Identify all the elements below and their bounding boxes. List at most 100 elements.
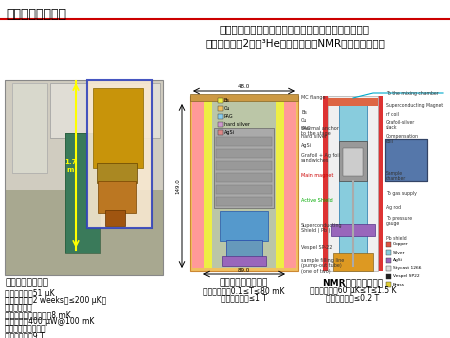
Text: 印加磁場：≤0.2 T: 印加磁場：≤0.2 T	[326, 293, 379, 302]
Bar	[192, 99, 204, 268]
Bar	[5, 190, 163, 275]
Text: Superconducting
Shield ( Pb ): Superconducting Shield ( Pb )	[301, 223, 342, 234]
Bar	[5, 80, 163, 190]
Bar	[98, 181, 136, 213]
Text: Compensation
coil: Compensation coil	[386, 134, 419, 144]
Bar	[216, 197, 272, 206]
Bar	[386, 258, 391, 263]
Bar	[97, 163, 137, 183]
Text: Superconducting Magnet: Superconducting Magnet	[386, 103, 443, 108]
Text: Ag rod: Ag rod	[386, 206, 401, 211]
Text: To the mixing chamber: To the mixing chamber	[386, 91, 439, 96]
Text: 149.0: 149.0	[175, 178, 180, 194]
Text: 希釈冷凍機部: 希釈冷凍機部	[5, 303, 33, 312]
Bar	[12, 83, 47, 173]
Text: AgSi: AgSi	[393, 259, 403, 263]
Bar	[216, 149, 272, 158]
Bar	[190, 96, 298, 271]
Text: sample filling line
(pump-out tube)
(one of two): sample filling line (pump-out tube) (one…	[301, 258, 344, 274]
Bar	[385, 139, 427, 181]
Text: PAG: PAG	[301, 126, 310, 131]
Bar	[386, 282, 391, 287]
Text: Active Shield: Active Shield	[301, 198, 333, 203]
Text: To gas supply: To gas supply	[386, 192, 417, 196]
Bar	[65, 133, 100, 253]
Text: rf coil: rf coil	[386, 113, 399, 118]
Text: Brass: Brass	[393, 283, 405, 287]
Bar	[328, 96, 378, 271]
Bar	[216, 173, 272, 182]
Text: 最大磁場：9 T: 最大磁場：9 T	[5, 331, 45, 338]
Text: Silver: Silver	[393, 250, 405, 255]
Text: 超伝導マグネット部: 超伝導マグネット部	[5, 324, 47, 333]
Bar	[385, 139, 427, 181]
Bar	[50, 83, 160, 138]
Text: 核断熱消磁冷凍機: 核断熱消磁冷凍機	[6, 8, 66, 21]
Text: NMR測定用試料セル: NMR測定用試料セル	[323, 278, 383, 287]
Text: Vespel SP22: Vespel SP22	[393, 274, 419, 279]
Text: Cu: Cu	[301, 119, 307, 123]
Bar	[105, 210, 125, 226]
Text: Sample
chamber: Sample chamber	[386, 171, 406, 182]
Bar	[323, 96, 328, 271]
Bar	[331, 224, 375, 236]
Bar	[386, 250, 391, 255]
Text: Copper: Copper	[393, 242, 409, 246]
Bar	[93, 88, 143, 168]
Text: AgSi: AgSi	[224, 130, 235, 135]
Text: 印加磁場：≤1 T: 印加磁場：≤1 T	[221, 293, 267, 302]
Text: 温度範囲：0.1≤T≤80 mK: 温度範囲：0.1≤T≤80 mK	[203, 286, 285, 295]
Text: AgSi: AgSi	[301, 143, 312, 147]
Bar	[218, 114, 223, 119]
Bar	[220, 211, 268, 241]
Bar	[343, 148, 363, 176]
Bar	[212, 99, 276, 268]
Text: MC flange: MC flange	[301, 96, 325, 100]
Text: To pressure
gauge: To pressure gauge	[386, 216, 412, 226]
Bar	[386, 274, 391, 279]
Text: Bs: Bs	[301, 111, 307, 116]
Text: 冷却力：400 μW@100 mK: 冷却力：400 μW@100 mK	[5, 317, 94, 326]
Text: thermal anchor
to the stage: thermal anchor to the stage	[301, 126, 339, 137]
Bar	[216, 185, 272, 194]
Bar	[50, 83, 160, 138]
Text: 無負荷時最低温度：8 mK: 無負荷時最低温度：8 mK	[5, 310, 71, 319]
Bar	[216, 137, 272, 146]
Bar	[284, 99, 296, 268]
Text: PAG: PAG	[224, 114, 234, 119]
Bar	[378, 96, 383, 271]
Bar	[218, 106, 223, 111]
Bar	[12, 83, 47, 173]
Text: Pb shield: Pb shield	[386, 236, 407, 241]
Text: 48.0: 48.0	[238, 84, 250, 89]
Bar	[386, 266, 391, 271]
Bar	[204, 99, 212, 268]
Bar	[65, 133, 100, 253]
Bar	[214, 128, 274, 208]
Text: 核断熱消磁冷凍機: 核断熱消磁冷凍機	[5, 278, 48, 287]
Bar	[339, 101, 367, 266]
Text: Grafoil-silver
slack: Grafoil-silver slack	[386, 120, 415, 130]
Bar	[218, 130, 223, 135]
Text: Vespel SP-22: Vespel SP-22	[301, 245, 333, 250]
Text: Stycast 1266: Stycast 1266	[393, 266, 422, 270]
Text: Bs: Bs	[224, 98, 230, 103]
Text: Cu: Cu	[224, 106, 230, 111]
Text: 最低温度：51 μK: 最低温度：51 μK	[5, 289, 54, 298]
Text: 89.0: 89.0	[238, 268, 250, 273]
Bar	[339, 141, 367, 181]
Text: hard silver: hard silver	[224, 122, 250, 127]
Bar	[216, 161, 272, 170]
Bar	[5, 80, 163, 275]
Text: Grafoil + Ag foil
sandwiches: Grafoil + Ag foil sandwiches	[301, 152, 340, 163]
Text: Main magnet: Main magnet	[301, 173, 333, 178]
Text: 比熱測定用試料セル: 比熱測定用試料セル	[220, 278, 268, 287]
Text: 世界有数の最低温度と保持時間をもち、サイズもコン
パクト。主に2次元³Heの比熱およびNMR測定に使用中。: 世界有数の最低温度と保持時間をもち、サイズもコン パクト。主に2次元³Heの比熱…	[205, 24, 385, 48]
Bar	[222, 256, 266, 266]
Text: hard silver: hard silver	[301, 135, 327, 140]
Text: 1.7
m: 1.7 m	[64, 160, 76, 172]
Text: 保持時間：2 weeks（≤200 μK）: 保持時間：2 weeks（≤200 μK）	[5, 296, 106, 305]
Bar	[386, 242, 391, 247]
Bar	[218, 122, 223, 127]
Bar	[218, 98, 223, 103]
